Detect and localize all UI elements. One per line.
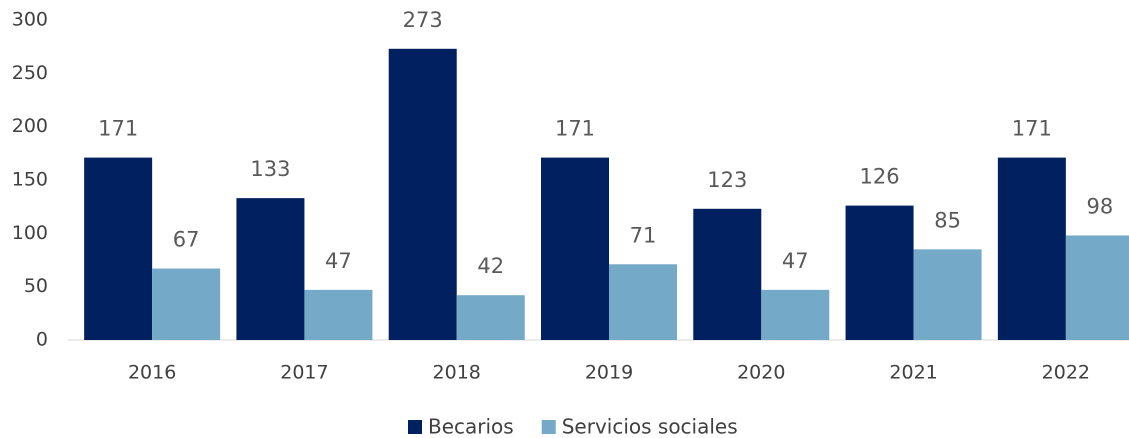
bar	[997, 157, 1066, 340]
data-label: 273	[403, 8, 443, 32]
data-label: 171	[98, 117, 138, 141]
y-tick-label: 250	[12, 62, 48, 84]
bar	[609, 264, 677, 340]
data-label: 42	[477, 254, 504, 278]
x-tick-label: 2016	[128, 362, 176, 384]
y-tick-label: 100	[12, 222, 48, 244]
data-label: 133	[250, 157, 290, 181]
bar	[388, 48, 457, 341]
data-label: 126	[860, 165, 900, 189]
y-tick-label: 50	[24, 275, 48, 297]
legend-label: Becarios	[428, 415, 514, 438]
x-tick-label: 2019	[585, 362, 633, 384]
x-tick-label: 2017	[280, 362, 328, 384]
y-tick-label: 150	[12, 169, 48, 191]
bar	[845, 205, 914, 340]
bar	[1065, 235, 1129, 340]
bar	[761, 289, 830, 340]
data-label: 71	[630, 223, 657, 247]
y-tick-label: 0	[36, 329, 48, 351]
y-tick-label: 300	[12, 9, 48, 31]
data-label: 85	[934, 208, 961, 232]
data-label: 47	[782, 249, 809, 273]
data-label: 47	[325, 249, 352, 273]
data-label: 171	[555, 117, 595, 141]
bar	[541, 157, 609, 340]
x-tick-label: 2022	[1042, 362, 1090, 384]
bar	[456, 295, 525, 340]
x-tick-label: 2018	[433, 362, 481, 384]
legend-swatch	[408, 420, 422, 434]
data-label: 98	[1086, 194, 1113, 218]
legend-label: Servicios sociales	[562, 415, 738, 438]
bar	[84, 157, 153, 340]
x-tick-label: 2020	[737, 362, 785, 384]
data-label: 171	[1012, 117, 1052, 141]
y-tick-label: 200	[12, 115, 48, 137]
bar	[693, 208, 762, 340]
x-tick-label: 2021	[889, 362, 937, 384]
bar	[152, 268, 221, 340]
bar	[304, 289, 373, 340]
data-label: 123	[707, 168, 747, 192]
data-label: 67	[173, 228, 200, 252]
bar	[913, 249, 982, 340]
legend-swatch	[541, 420, 556, 434]
bar	[236, 198, 305, 340]
